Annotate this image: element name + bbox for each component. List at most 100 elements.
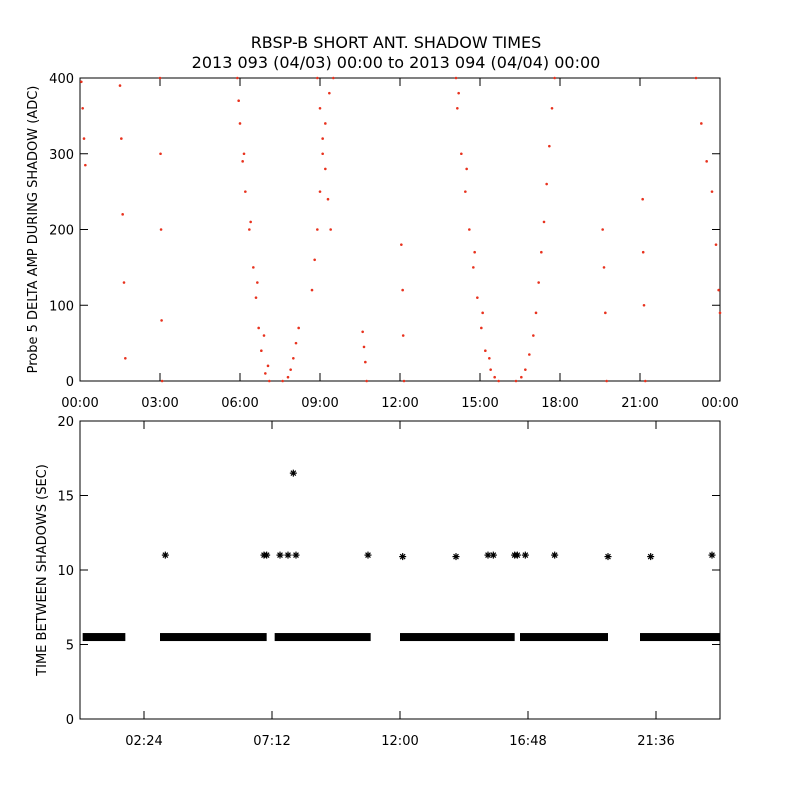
data-point: [238, 122, 242, 125]
data-point: [120, 137, 123, 140]
data-point: [540, 250, 543, 254]
data-point: [158, 76, 162, 80]
data-point: [550, 107, 554, 110]
data-point: [542, 220, 546, 224]
data-point: [159, 228, 163, 231]
data-point: [362, 345, 366, 349]
y-tick-label: 20: [57, 415, 74, 430]
data-point: [553, 76, 556, 80]
data-point: [292, 356, 295, 360]
x-tick-label: 02:24: [125, 734, 162, 749]
interval-band: [274, 633, 371, 642]
y-tick-label: 0: [66, 375, 74, 390]
x-tick-label: 21:00: [621, 396, 658, 411]
data-point: [488, 356, 491, 360]
data-point: [289, 469, 297, 477]
y-tick-label: 10: [57, 564, 74, 579]
data-point: [313, 258, 316, 262]
data-point: [644, 379, 647, 383]
data-point: [642, 303, 646, 307]
data-point: [326, 197, 330, 201]
data-point: [266, 364, 270, 368]
data-point: [262, 334, 266, 337]
y-tick-label: 5: [66, 639, 74, 654]
data-point: [604, 311, 607, 315]
shadow-interval-scatter-panel: 02:24 07:12 12:00 16:48 21:36 0 5 10 15 20 TIME BE…: [35, 415, 721, 749]
data-point: [480, 326, 483, 330]
data-point: [160, 319, 163, 322]
data-point: [468, 228, 471, 231]
data-point: [310, 288, 314, 292]
data-point: [297, 326, 300, 330]
data-point: [457, 91, 460, 95]
data-point: [321, 137, 324, 140]
data-point: [316, 228, 319, 231]
data-point: [400, 243, 403, 246]
x-tick-label: 18:00: [541, 396, 578, 411]
data-point: [318, 107, 322, 110]
y-tick-label: 100: [49, 299, 74, 314]
y-axis-label: TIME BETWEEN SHADOWS (SEC): [35, 464, 50, 677]
data-point: [286, 375, 290, 379]
data-point: [324, 122, 327, 125]
data-point: [464, 190, 467, 193]
chart-title-line1: RBSP-B SHORT ANT. SHADOW TIMES: [251, 33, 542, 52]
data-point: [318, 190, 322, 193]
data-point: [452, 553, 460, 561]
data-point: [402, 379, 406, 383]
data-point: [481, 311, 484, 315]
data-point: [260, 349, 263, 353]
data-point: [332, 76, 335, 80]
data-point: [81, 107, 84, 110]
data-point: [532, 334, 535, 337]
y-tick-label: 300: [49, 148, 74, 163]
data-point: [264, 372, 267, 375]
data-point: [717, 288, 720, 292]
data-point: [641, 250, 645, 254]
data-point: [605, 379, 608, 383]
data-point: [401, 334, 405, 337]
data-point: [399, 553, 407, 561]
data-point: [601, 228, 604, 231]
x-tick-label: 16:48: [509, 734, 546, 749]
x-tick-label: 00:00: [701, 396, 738, 411]
y-tick-label: 400: [49, 72, 74, 87]
plot-frame: [79, 77, 721, 382]
data-point: [242, 152, 246, 156]
y-tick-label: 15: [57, 490, 74, 505]
x-tick-label: 12:00: [381, 734, 418, 749]
data-point: [489, 551, 497, 559]
data-point: [121, 213, 124, 216]
data-point: [521, 551, 529, 559]
data-point: [456, 107, 459, 110]
data-point: [489, 368, 492, 371]
data-point: [548, 144, 551, 148]
data-point: [700, 122, 703, 125]
x-tick-label: 12:00: [381, 396, 418, 411]
data-point: [364, 551, 372, 559]
data-point: [513, 551, 521, 559]
amplitude-scatter-panel: 00:00 03:00 06:00 09:00 12:00 15:00 18:00 21:00…: [26, 72, 739, 411]
data-point: [292, 551, 300, 559]
interval-band: [400, 633, 515, 642]
data-point: [694, 76, 698, 80]
data-point: [324, 167, 327, 171]
data-point: [602, 266, 606, 269]
data-point: [401, 288, 404, 292]
data-point: [256, 281, 259, 284]
data-point: [252, 266, 255, 269]
data-point: [236, 76, 239, 80]
data-point: [248, 228, 251, 231]
interval-band: [520, 633, 608, 642]
data-point: [364, 360, 367, 364]
data-point: [254, 296, 258, 299]
x-tick-label: 21:36: [637, 734, 674, 749]
data-point: [528, 353, 531, 356]
data-point: [257, 326, 260, 330]
data-point: [460, 152, 463, 156]
interval-band: [82, 633, 126, 642]
data-point: [710, 190, 714, 193]
data-point: [708, 551, 716, 559]
data-point: [281, 379, 284, 383]
